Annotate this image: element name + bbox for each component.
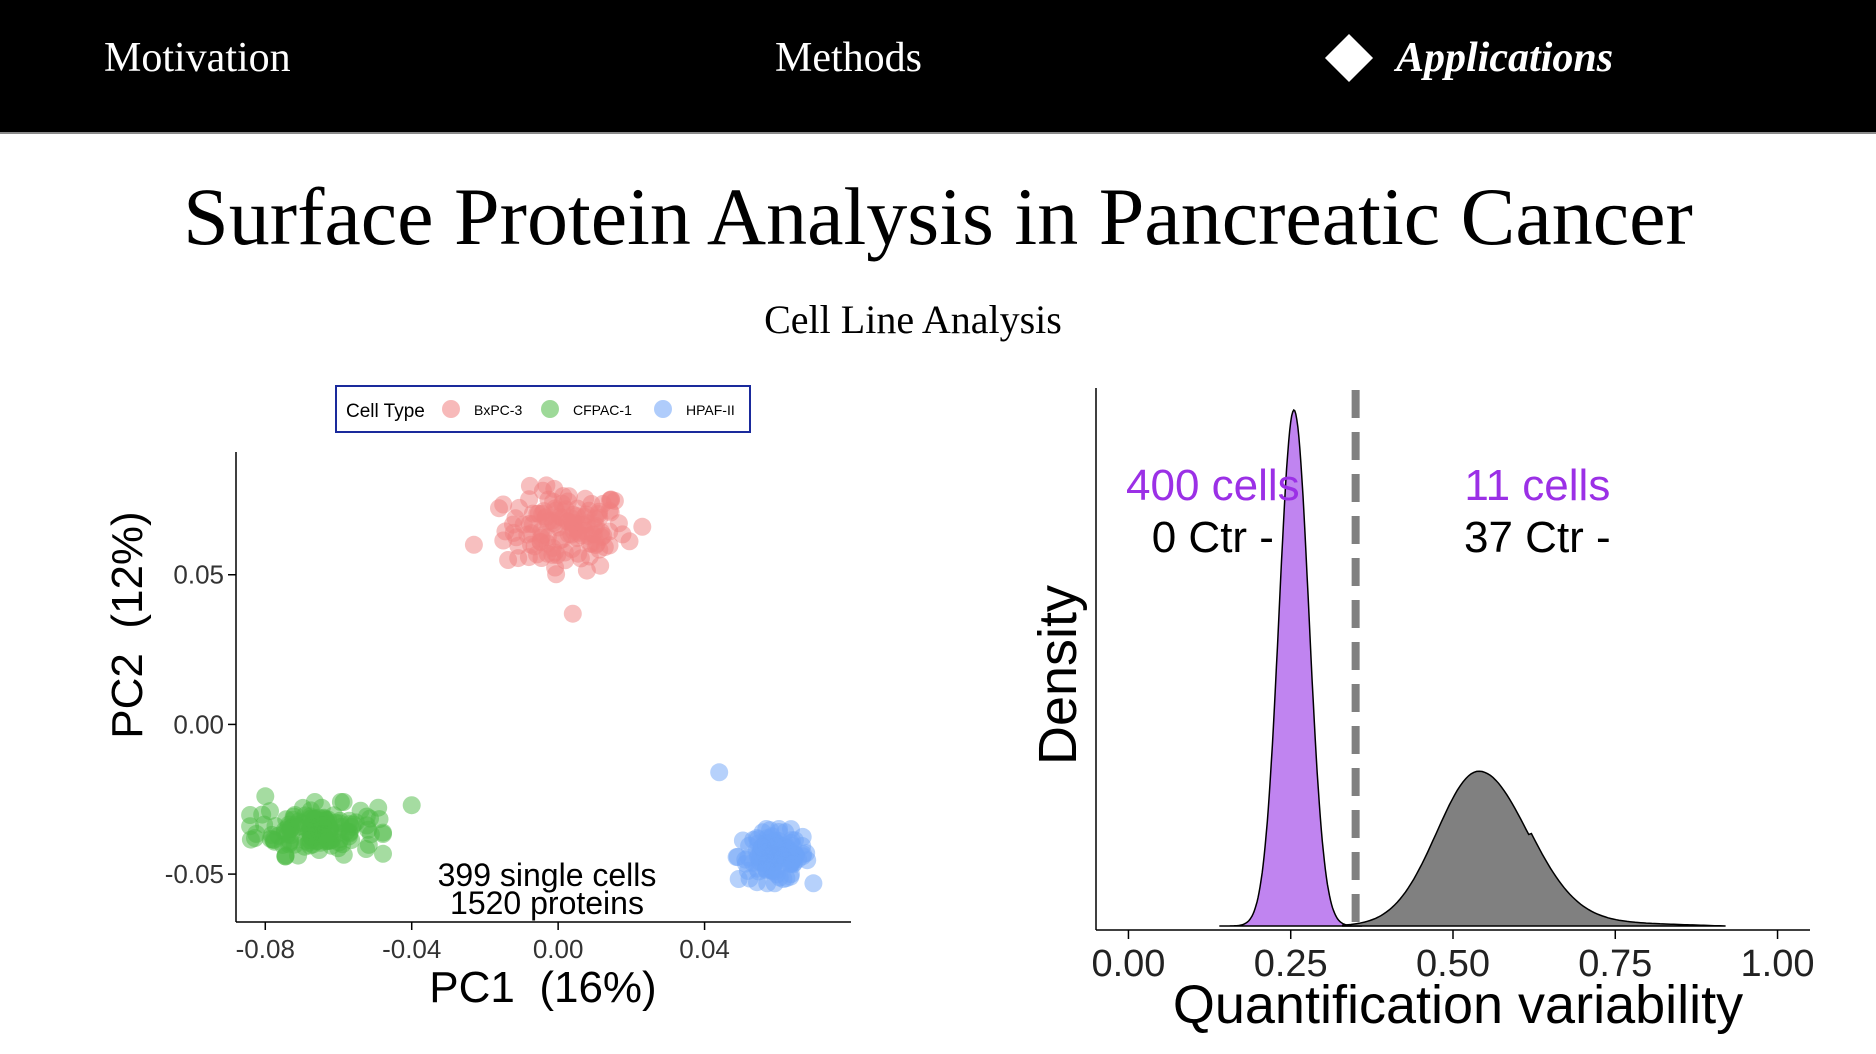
pca-point-cfpac1	[261, 802, 279, 821]
pca-point-bxpc3	[586, 536, 605, 555]
density-x-axis-label: Quantification variability	[1173, 975, 1743, 1035]
density-curves	[1219, 408, 1726, 927]
pca-point-cfpac1	[334, 793, 353, 811]
density-x-tick-label: 0.75	[1578, 943, 1652, 985]
pca-point-bxpc3	[514, 515, 533, 534]
slide-title: Surface Protein Analysis in Pancreatic C…	[183, 171, 1693, 262]
pca-point-outlier	[563, 604, 582, 623]
pca-point-outlier	[256, 787, 275, 806]
nav-item-applications-label: Applications	[1396, 35, 1614, 81]
pca-axes: -0.08 -0.04 0.00 0.04 -0.05 0.00 0.05	[165, 560, 730, 964]
pca-legend-title: Cell Type	[346, 401, 425, 422]
pca-point-cfpac1	[247, 824, 266, 843]
pca-point-cfpac1	[276, 847, 295, 866]
pca-y-axis-label: PC2 (12%)	[103, 511, 152, 738]
top-navigation-bar: Motivation Methods Applications	[0, 0, 1876, 134]
pca-point-bxpc3	[602, 490, 621, 509]
density-x-tick-label: 0.50	[1416, 943, 1490, 985]
diamond-icon	[1324, 33, 1374, 83]
density-y-axis-label: Density	[1028, 585, 1088, 765]
pca-point-cfpac1	[295, 837, 314, 856]
density-chart: 0.00 0.25 0.50 0.75 1.00 400 cells 0 Ctr - 1…	[1028, 388, 1815, 1035]
pca-point-bxpc3	[569, 524, 587, 543]
pca-point-outlier	[633, 517, 652, 536]
pca-legend-label-bxpc3: BxPC-3	[474, 402, 522, 418]
density-axes: 0.00 0.25 0.50 0.75 1.00	[1091, 930, 1815, 985]
pca-scatter-chart: Cell Type BxPC-3 CFPAC-1 HPAF-II -0.08 -0…	[103, 385, 851, 1012]
pca-point-bxpc3	[490, 499, 508, 518]
pca-point-cfpac1	[275, 821, 294, 840]
pca-x-tick-label: -0.08	[236, 934, 295, 964]
pca-point-hpafii	[727, 848, 746, 867]
density-curve-high-variability	[1341, 770, 1726, 927]
pca-point-bxpc3	[580, 501, 598, 520]
density-curve-low-variability	[1219, 408, 1363, 927]
pca-point-hpafii	[793, 837, 812, 855]
pca-annotation-proteins: 1520 proteins	[450, 885, 644, 921]
pca-legend-key-bxpc3	[442, 400, 460, 418]
pca-annotation-cells: 399 single cells	[438, 857, 657, 893]
pca-point-bxpc3	[510, 498, 529, 517]
pca-point-hpafii	[753, 838, 772, 857]
pca-point-cfpac1	[374, 823, 392, 842]
density-x-tick-label: 0.25	[1254, 943, 1328, 985]
pca-legend-key-cfpac1	[541, 400, 559, 418]
pca-point-cfpac1	[357, 840, 376, 858]
pca-legend: Cell Type BxPC-3 CFPAC-1 HPAF-II	[335, 385, 751, 433]
pca-x-tick-label: 0.00	[533, 934, 584, 964]
pca-x-axis-label: PC1 (16%)	[429, 963, 656, 1012]
pca-point-bxpc3	[520, 476, 539, 495]
pca-point-bxpc3	[548, 546, 567, 564]
pca-point-cfpac1	[301, 801, 320, 820]
pca-point-hpafii	[776, 851, 795, 870]
pca-y-tick-label: 0.00	[173, 709, 224, 739]
pca-point-hpafii	[804, 874, 823, 893]
pca-point-bxpc3	[538, 512, 557, 531]
nav-item-applications[interactable]: Applications	[1324, 33, 1614, 83]
pca-point-outlier	[710, 763, 729, 782]
annotation-37-ctr: 37 Ctr -	[1464, 513, 1611, 562]
pca-points	[241, 476, 823, 893]
pca-point-cfpac1	[374, 844, 392, 863]
pca-point-outlier	[464, 535, 483, 554]
nav-item-motivation[interactable]: Motivation	[104, 35, 291, 81]
pca-point-hpafii	[767, 837, 786, 856]
annotation-0-ctr: 0 Ctr -	[1152, 513, 1274, 562]
pca-point-bxpc3	[569, 544, 588, 563]
pca-point-cfpac1	[361, 809, 379, 828]
slide-subtitle: Cell Line Analysis	[764, 297, 1062, 342]
pca-legend-label-cfpac1: CFPAC-1	[573, 402, 632, 418]
density-x-tick-label: 1.00	[1741, 943, 1815, 985]
pca-point-bxpc3	[559, 492, 577, 511]
nav-item-methods[interactable]: Methods	[775, 35, 922, 81]
pca-x-tick-label: -0.04	[382, 934, 441, 964]
pca-point-bxpc3	[613, 525, 632, 544]
pca-legend-key-hpafii	[654, 400, 672, 418]
density-x-tick-label: 0.00	[1091, 943, 1165, 985]
pca-point-bxpc3	[532, 528, 551, 547]
annotation-11-cells: 11 cells	[1464, 461, 1610, 510]
pca-point-cfpac1	[314, 825, 333, 844]
pca-point-cfpac1	[285, 806, 304, 824]
pca-point-outlier	[402, 796, 421, 815]
pca-y-tick-label: -0.05	[165, 859, 224, 889]
pca-legend-label-hpafii: HPAF-II	[686, 402, 735, 418]
pca-y-tick-label: 0.05	[173, 560, 224, 590]
pca-point-bxpc3	[509, 549, 528, 568]
pca-x-tick-label: 0.04	[679, 934, 730, 964]
annotation-400-cells: 400 cells	[1126, 461, 1300, 510]
